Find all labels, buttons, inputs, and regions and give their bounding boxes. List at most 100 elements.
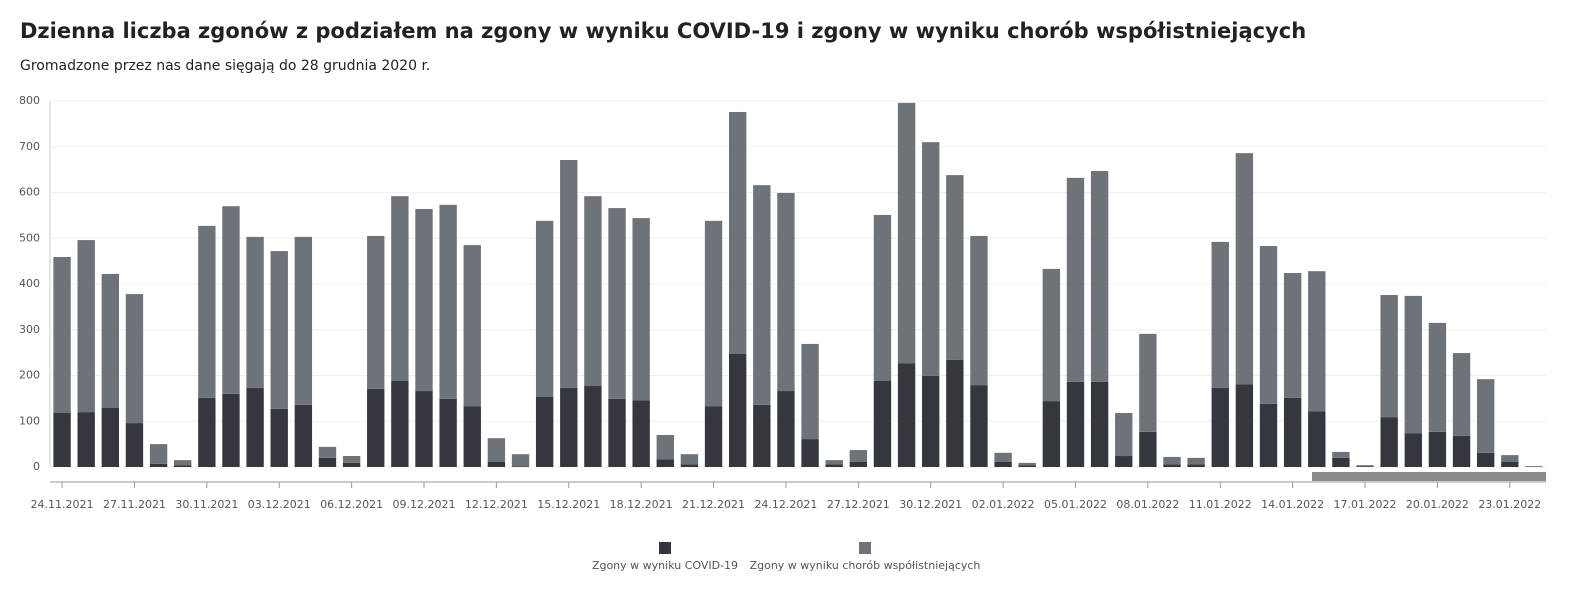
bar-segment <box>560 160 577 388</box>
bar-segment <box>608 399 625 467</box>
x-tick-label: 27.11.2021 <box>103 498 166 511</box>
bar-segment <box>1091 382 1108 467</box>
x-tick-label: 18.12.2021 <box>610 498 673 511</box>
bar-segment <box>343 456 360 463</box>
bar-segment <box>415 391 432 467</box>
bar-segment <box>1429 432 1446 467</box>
bar-segment <box>970 236 987 385</box>
bar-segment <box>898 103 915 363</box>
bar-segment <box>1212 242 1229 388</box>
bar-segment <box>801 439 818 467</box>
scrollbar[interactable] <box>1312 472 1546 481</box>
y-tick-label: 600 <box>19 186 40 199</box>
y-tick-label: 100 <box>19 414 40 427</box>
y-tick-label: 0 <box>33 460 40 473</box>
bar-segment <box>753 405 770 467</box>
bar-segment <box>295 405 312 467</box>
bar-segment <box>271 409 288 467</box>
x-tick-label: 06.12.2021 <box>320 498 383 511</box>
x-tick-label: 02.01.2022 <box>972 498 1035 511</box>
bar-segment <box>1067 382 1084 467</box>
bar-segment <box>584 386 601 467</box>
bar-segment <box>1477 453 1494 467</box>
bar-segment <box>1163 464 1180 467</box>
x-tick-label: 17.01.2022 <box>1334 498 1397 511</box>
y-tick-label: 300 <box>19 323 40 336</box>
bar-segment <box>1453 436 1470 467</box>
bar-segment <box>1139 432 1156 467</box>
bar-segment <box>367 389 384 467</box>
bar-segment <box>1405 296 1422 433</box>
bar-segment <box>1115 413 1132 456</box>
bar-segment <box>102 274 119 408</box>
bar-segment <box>729 354 746 467</box>
bar-segment <box>1501 462 1518 467</box>
y-tick-label: 400 <box>19 277 40 290</box>
bar-segment <box>946 360 963 467</box>
bar-segment <box>174 465 191 467</box>
bar-segment <box>994 453 1011 462</box>
bar-segment <box>1019 465 1036 467</box>
bar-segment <box>126 294 143 423</box>
bar-segment <box>1405 433 1422 467</box>
bar-segment <box>1236 153 1253 384</box>
bar-segment <box>753 185 770 405</box>
bar-segment <box>1453 353 1470 436</box>
bar-segment <box>801 344 818 439</box>
bar-segment <box>1501 455 1518 462</box>
bar-segment <box>1429 323 1446 432</box>
bar-segment <box>1043 269 1060 401</box>
bar-segment <box>1043 401 1060 467</box>
x-tick-label: 23.01.2022 <box>1478 498 1541 511</box>
legend-label: Zgony w wyniku chorób współistniejących <box>750 559 981 572</box>
y-tick-label: 700 <box>19 140 40 153</box>
bar-segment <box>126 423 143 467</box>
bar-segment <box>1260 404 1277 467</box>
bar-segment <box>102 408 119 467</box>
bar-segment <box>681 464 698 467</box>
bar-segment <box>1067 178 1084 382</box>
bar-segment <box>464 245 481 406</box>
legend-swatch <box>859 542 871 554</box>
bar-segment <box>246 237 263 388</box>
bar-segment <box>78 240 95 412</box>
bar-segment <box>705 406 722 467</box>
bar-segment <box>319 447 336 458</box>
bar-segment <box>536 397 553 467</box>
bar-segment <box>584 196 601 386</box>
bar-segment <box>222 394 239 467</box>
x-tick-label: 12.12.2021 <box>465 498 528 511</box>
bar-segment <box>53 413 70 467</box>
y-tick-label: 500 <box>19 231 40 244</box>
bar-segment <box>415 209 432 391</box>
x-tick-label: 24.11.2021 <box>31 498 94 511</box>
x-tick-label: 05.01.2022 <box>1044 498 1107 511</box>
bar-segment <box>1236 384 1253 467</box>
bar-segment <box>295 237 312 405</box>
bar-segment <box>391 381 408 467</box>
bar-segment <box>198 398 215 467</box>
bar-segment <box>246 388 263 467</box>
bar-segment <box>922 142 939 376</box>
bar-segment <box>53 257 70 413</box>
bar-segment <box>705 221 722 406</box>
bar-segment <box>1380 417 1397 467</box>
bar-segment <box>1115 456 1132 467</box>
bar-segment <box>1139 334 1156 432</box>
bar-segment <box>319 458 336 467</box>
bar-segment <box>1212 388 1229 467</box>
bar-segment <box>681 454 698 464</box>
bar-segment <box>1260 246 1277 404</box>
bar-segment <box>874 215 891 381</box>
bar-segment <box>1380 295 1397 417</box>
bar-segment <box>850 462 867 467</box>
bar-segment <box>536 221 553 397</box>
bar-segment <box>1525 466 1542 467</box>
bar-segment <box>1187 458 1204 464</box>
x-tick-label: 03.12.2021 <box>248 498 311 511</box>
bar-segment <box>150 464 167 467</box>
x-tick-label: 30.11.2021 <box>175 498 238 511</box>
x-tick-label: 24.12.2021 <box>754 498 817 511</box>
x-tick-label: 20.01.2022 <box>1406 498 1469 511</box>
